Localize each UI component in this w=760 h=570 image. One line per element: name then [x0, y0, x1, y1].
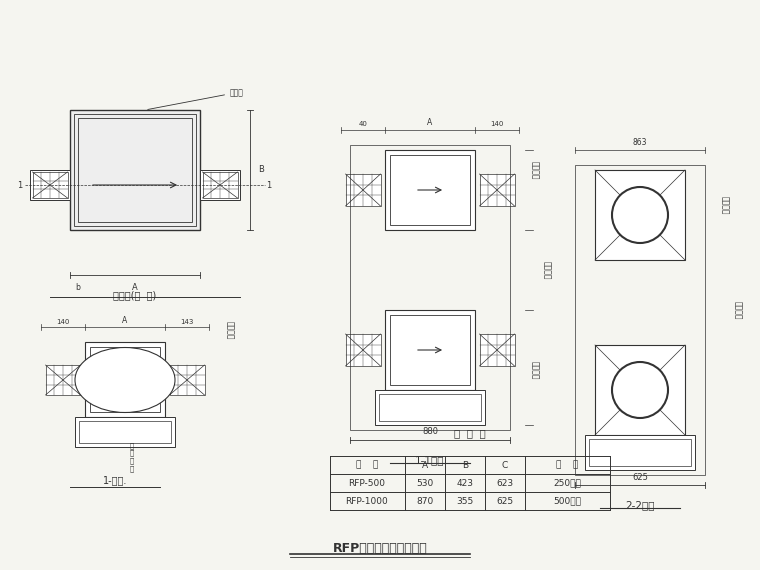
- Bar: [390, 155, 470, 225]
- Bar: [385, 310, 475, 390]
- Bar: [346, 334, 381, 366]
- Text: 备    注: 备 注: [556, 461, 578, 470]
- Text: 140: 140: [490, 121, 504, 127]
- Text: B: B: [258, 165, 264, 174]
- Bar: [346, 174, 381, 206]
- Text: 安装上口: 安装上口: [530, 161, 539, 179]
- Bar: [480, 334, 515, 366]
- Text: A: A: [427, 118, 432, 127]
- Text: 型    号: 型 号: [356, 461, 378, 470]
- Text: B: B: [462, 461, 468, 470]
- Text: 625: 625: [496, 496, 514, 506]
- Bar: [90, 347, 160, 412]
- Bar: [575, 165, 705, 475]
- Bar: [78, 118, 192, 222]
- Bar: [585, 435, 695, 470]
- Bar: [595, 345, 685, 435]
- Bar: [202, 172, 237, 198]
- Text: 尺  寸  表: 尺 寸 表: [454, 428, 486, 438]
- Text: 按设计定: 按设计定: [542, 260, 551, 279]
- Text: 40: 40: [359, 121, 367, 127]
- Text: 355: 355: [456, 496, 473, 506]
- Text: b: b: [75, 283, 80, 292]
- Text: RFP-500: RFP-500: [349, 478, 385, 487]
- Bar: [169, 365, 204, 395]
- Text: RFP型过滤吸收器安装图: RFP型过滤吸收器安装图: [333, 542, 427, 555]
- Text: A: A: [422, 461, 428, 470]
- Text: 按尺寸定: 按尺寸定: [530, 361, 539, 379]
- Text: 平面图(示  意): 平面图(示 意): [113, 290, 157, 300]
- Text: 北
初
上
项: 北 初 上 项: [130, 442, 135, 472]
- Text: 1-半系.: 1-半系.: [103, 475, 127, 485]
- Text: 压钢框: 压钢框: [147, 88, 244, 109]
- Text: A: A: [122, 316, 128, 325]
- Bar: [75, 417, 175, 447]
- Text: 530: 530: [416, 478, 434, 487]
- Bar: [595, 170, 685, 260]
- Bar: [46, 365, 81, 395]
- Text: 连接尺寸: 连接尺寸: [733, 301, 742, 319]
- Text: 623: 623: [496, 478, 514, 487]
- Text: C: C: [502, 461, 508, 470]
- Text: 140: 140: [56, 319, 70, 325]
- Text: 880: 880: [422, 428, 438, 437]
- Bar: [70, 110, 200, 230]
- Bar: [480, 174, 515, 206]
- Ellipse shape: [75, 348, 175, 413]
- Circle shape: [612, 187, 668, 243]
- Text: 1-1两台: 1-1两台: [415, 455, 445, 465]
- Text: 1: 1: [266, 181, 271, 189]
- Bar: [30, 170, 70, 200]
- Text: 安装上口: 安装上口: [720, 196, 729, 214]
- Text: RFP-1000: RFP-1000: [346, 496, 388, 506]
- Text: A: A: [132, 283, 138, 292]
- Bar: [33, 172, 68, 198]
- Text: 500公斤: 500公斤: [553, 496, 581, 506]
- Bar: [85, 342, 165, 417]
- Bar: [74, 114, 196, 226]
- Bar: [200, 170, 240, 200]
- Circle shape: [612, 362, 668, 418]
- Bar: [350, 145, 510, 430]
- Text: 1: 1: [17, 181, 22, 189]
- Text: 2-2两台: 2-2两台: [625, 500, 655, 510]
- Bar: [385, 150, 475, 230]
- Bar: [379, 394, 481, 421]
- Bar: [589, 439, 691, 466]
- Text: 863: 863: [633, 138, 648, 147]
- Bar: [375, 390, 485, 425]
- Bar: [79, 421, 171, 443]
- Text: 250公斤: 250公斤: [553, 478, 581, 487]
- Text: 423: 423: [457, 478, 473, 487]
- Bar: [390, 315, 470, 385]
- Text: 143: 143: [180, 319, 194, 325]
- Text: 625: 625: [632, 473, 648, 482]
- Text: 870: 870: [416, 496, 434, 506]
- Text: 连接尺寸: 连接尺寸: [225, 321, 234, 339]
